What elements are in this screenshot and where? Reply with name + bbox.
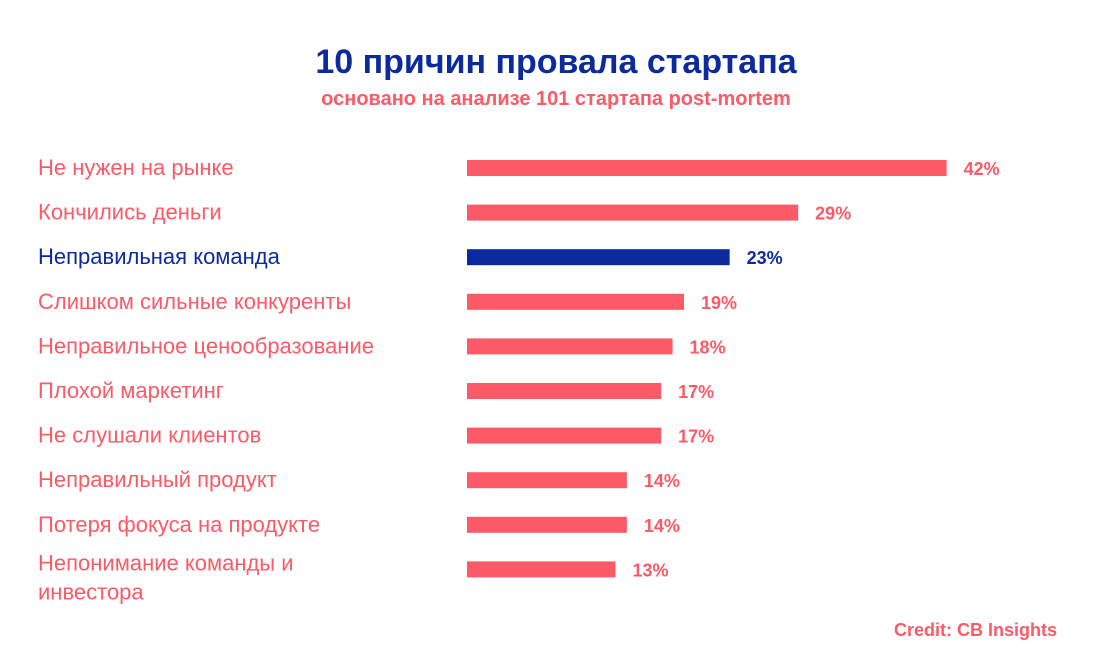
value-label: 19% bbox=[701, 293, 737, 313]
category-label: Не слушали клиентов bbox=[38, 423, 261, 448]
category-label: Плохой маркетинг bbox=[38, 378, 224, 403]
value-label: 13% bbox=[632, 560, 668, 580]
bar bbox=[467, 427, 662, 444]
category-label: Непонимание команды и инвестора bbox=[38, 550, 294, 604]
category-label: Неправильная команда bbox=[38, 244, 281, 269]
bar bbox=[467, 561, 616, 578]
bar bbox=[467, 383, 662, 399]
category-label: Неправильное ценообразование bbox=[38, 333, 374, 358]
value-label: 17% bbox=[678, 427, 714, 447]
bar bbox=[467, 204, 799, 221]
category-label: Потеря фокуса на продукте bbox=[38, 512, 320, 537]
value-label: 17% bbox=[678, 382, 714, 402]
chart-title: 10 причин провала стартапа bbox=[315, 43, 797, 81]
category-label: Не нужен на рынке bbox=[38, 155, 234, 180]
bar bbox=[467, 249, 730, 266]
bar bbox=[467, 516, 627, 533]
category-label: Слишком сильные конкуренты bbox=[38, 289, 351, 314]
bar bbox=[467, 338, 673, 355]
credit-label: Credit: CB Insights bbox=[893, 620, 1057, 640]
value-label: 14% bbox=[644, 516, 680, 536]
bar bbox=[467, 160, 947, 176]
bar bbox=[467, 472, 627, 489]
value-label: 14% bbox=[644, 471, 680, 491]
category-label: Неправильный продукт bbox=[38, 467, 277, 492]
chart-subtitle: основано на анализе 101 стартапа post-mo… bbox=[321, 88, 791, 110]
value-label: 42% bbox=[964, 159, 1000, 179]
value-label: 18% bbox=[690, 337, 726, 357]
bar bbox=[467, 293, 684, 310]
value-label: 23% bbox=[747, 248, 783, 268]
value-label: 29% bbox=[815, 204, 851, 224]
category-label: Кончились деньги bbox=[38, 200, 222, 225]
